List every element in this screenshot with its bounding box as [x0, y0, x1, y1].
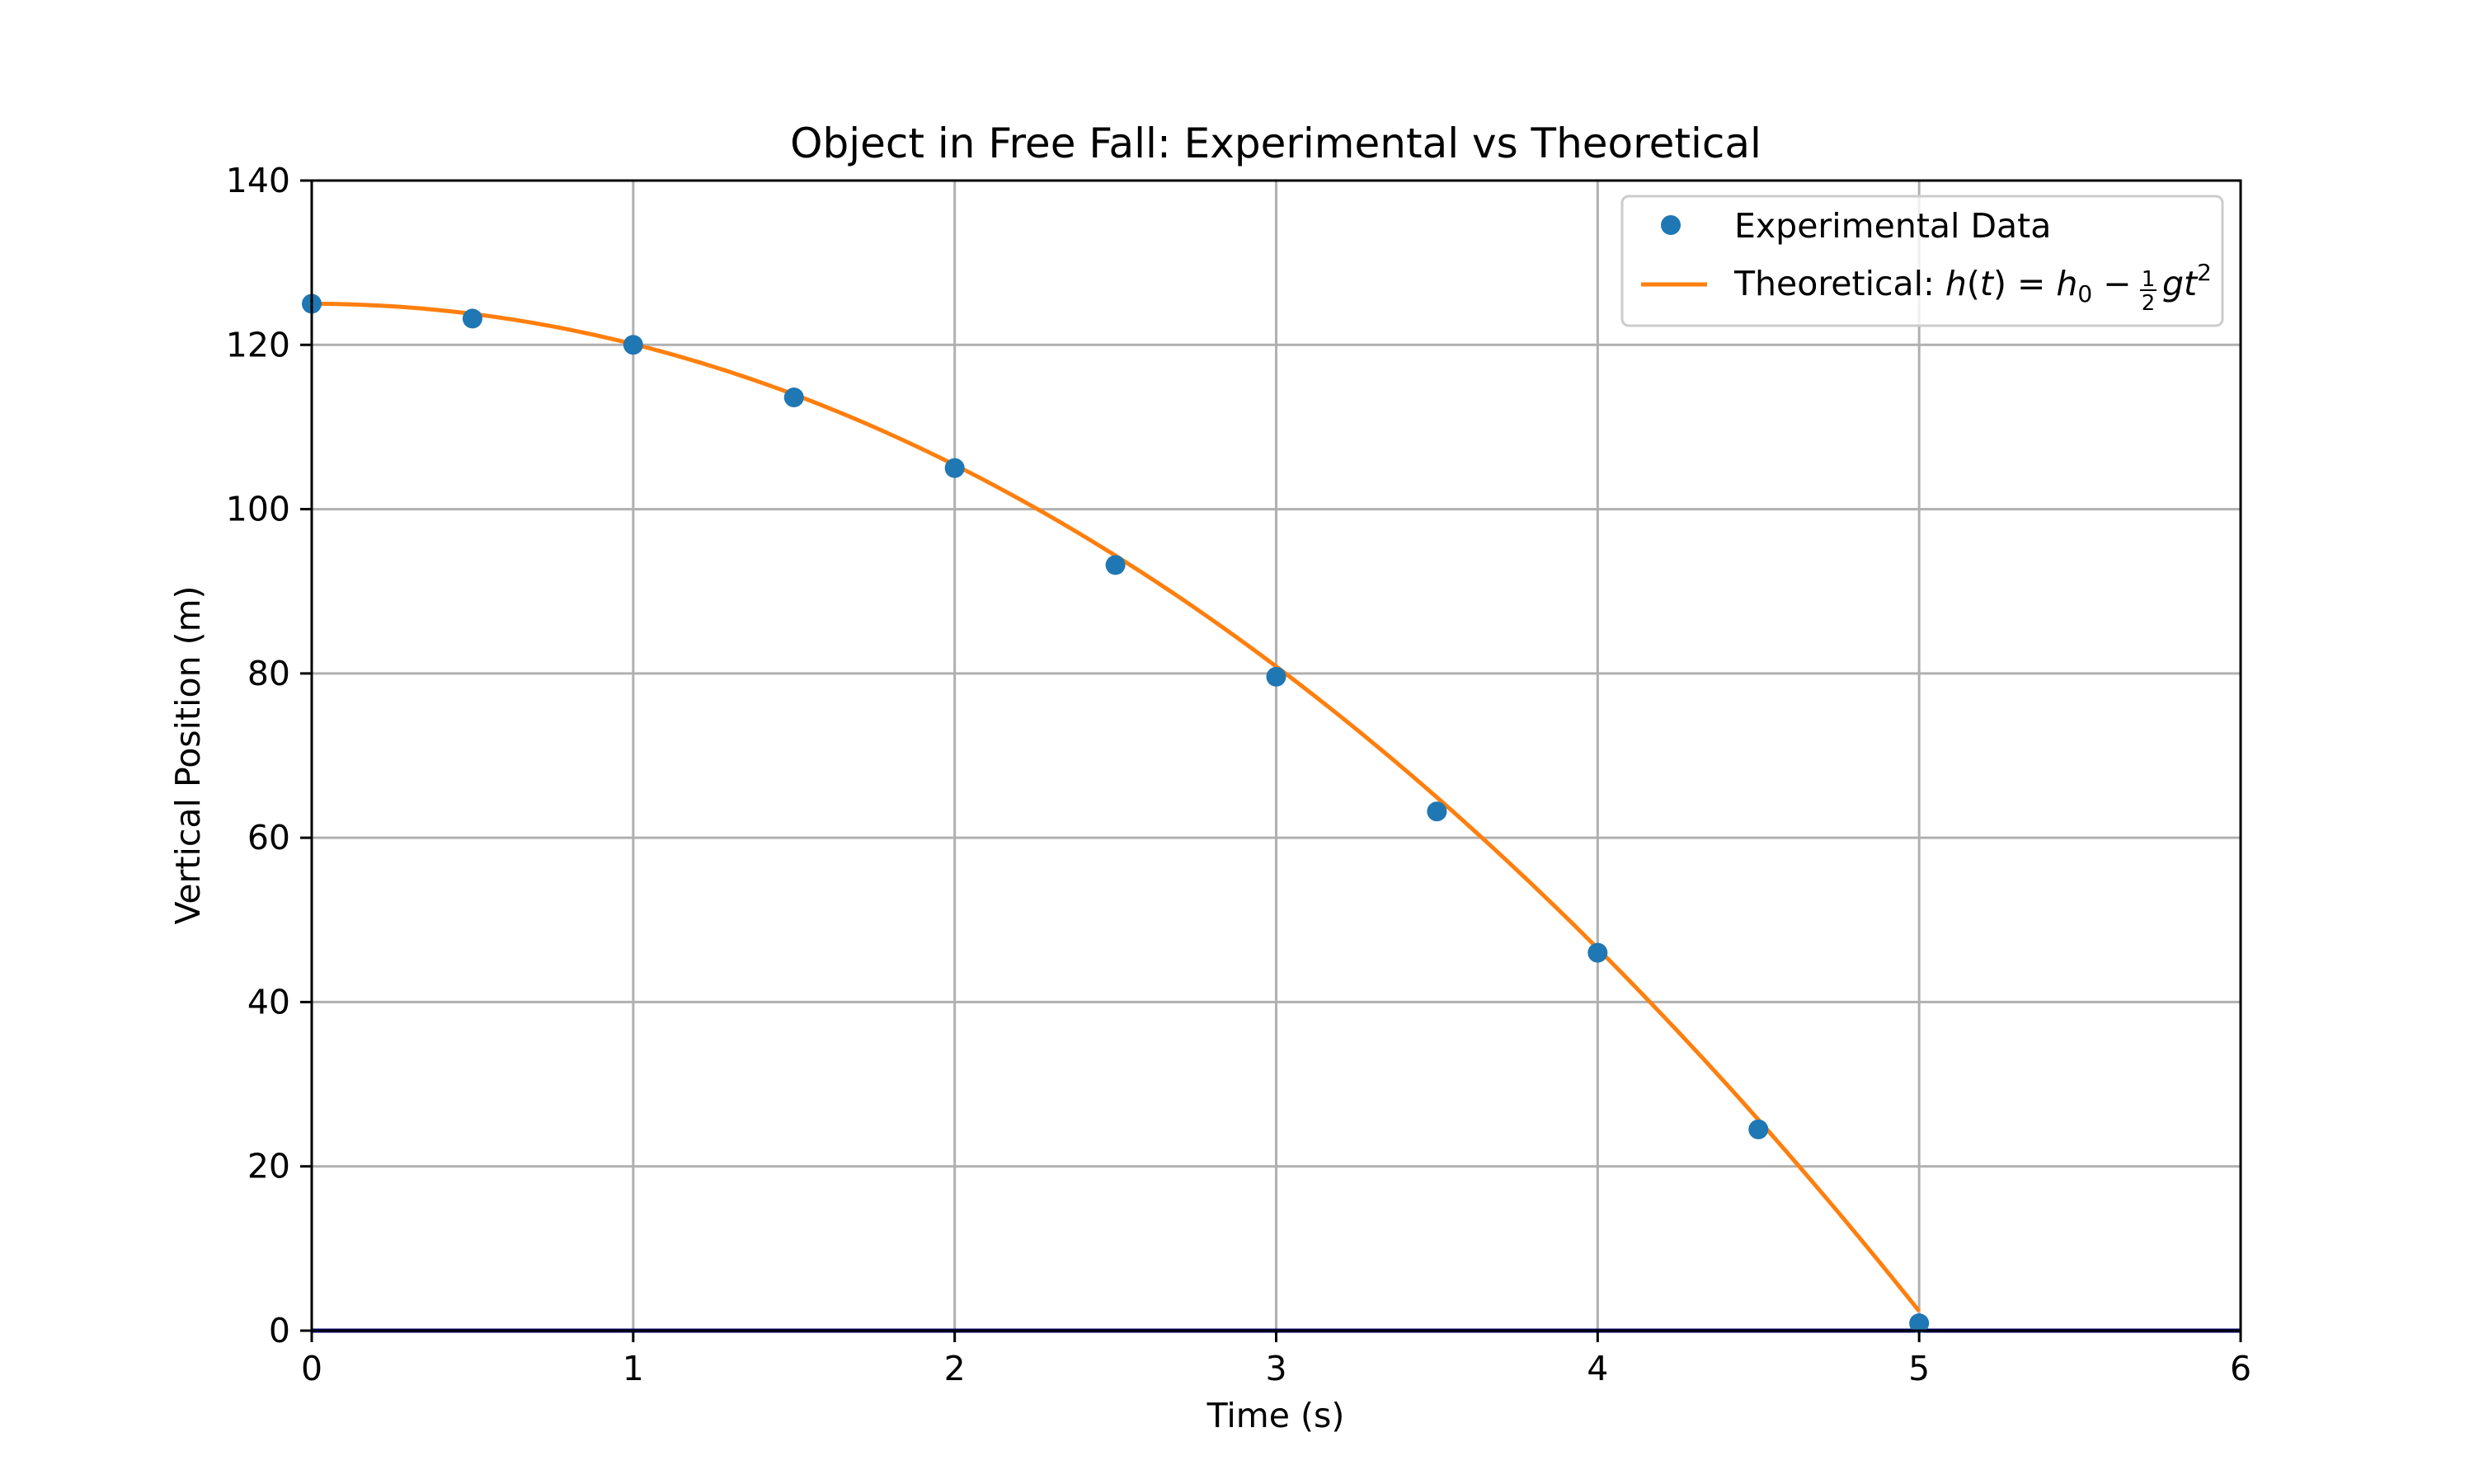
legend-scatter-marker	[1661, 215, 1681, 235]
math-t: t	[1980, 264, 1995, 303]
experimental-point	[623, 335, 643, 355]
experimental-point	[462, 308, 482, 329]
experimental-point	[1427, 801, 1447, 822]
y-axis-label: Vertical Position (m)	[168, 585, 208, 924]
x-tick-label: 2	[944, 1349, 966, 1388]
experimental-point	[783, 387, 804, 408]
legend-scatter-label: Experimental Data	[1734, 206, 2051, 246]
x-tick-label: 4	[1587, 1349, 1608, 1388]
x-axis-label: Time (s)	[1206, 1396, 1345, 1435]
y-tick-label: 60	[247, 818, 290, 857]
math-gt2: gt2	[2162, 259, 2212, 303]
math-h: h	[1945, 264, 1967, 303]
experimental-point	[944, 458, 965, 478]
x-tick-label: 1	[623, 1349, 644, 1388]
math-frac-den: 2	[2142, 291, 2156, 316]
y-axis-ticks: 0 20 40 60 80 100 120 140	[226, 161, 312, 1350]
experimental-point	[1266, 666, 1286, 687]
y-tick-label: 20	[247, 1147, 290, 1186]
x-tick-label: 5	[1908, 1349, 1930, 1388]
math-g: g	[2162, 264, 2184, 303]
math-h0-sub: 0	[2077, 280, 2092, 308]
experimental-point	[1748, 1119, 1769, 1139]
x-tick-label: 0	[301, 1349, 322, 1388]
legend-line-prefix: Theoretical:	[1733, 264, 1945, 303]
math-frac-num: 1	[2142, 267, 2156, 292]
y-tick-label: 80	[247, 654, 290, 693]
y-tick-label: 0	[269, 1311, 290, 1350]
legend-box	[1620, 195, 2224, 327]
x-tick-label: 3	[1265, 1349, 1286, 1388]
x-axis-ticks: 0 1 2 3 4 5 6	[301, 1331, 2251, 1388]
x-tick-label: 6	[2230, 1349, 2251, 1388]
y-tick-label: 40	[247, 982, 290, 1021]
math-exp: 2	[2197, 259, 2212, 286]
experimental-point	[1909, 1313, 1930, 1334]
chart-title: Object in Free Fall: Experimental vs The…	[790, 120, 1761, 167]
legend: Experimental Data Theoretical: h(t) = h0…	[1620, 195, 2224, 327]
y-tick-label: 120	[226, 325, 290, 364]
y-tick-label: 100	[226, 490, 290, 529]
math-h0: h	[2056, 264, 2077, 303]
experimental-series	[302, 294, 1930, 1334]
math-t2: t	[2184, 264, 2199, 303]
experimental-point	[1587, 942, 1608, 963]
legend-line-label: Theoretical: h(t) = h0 −	[1733, 264, 2132, 308]
y-tick-label: 140	[226, 161, 290, 200]
experimental-point	[1105, 555, 1126, 575]
